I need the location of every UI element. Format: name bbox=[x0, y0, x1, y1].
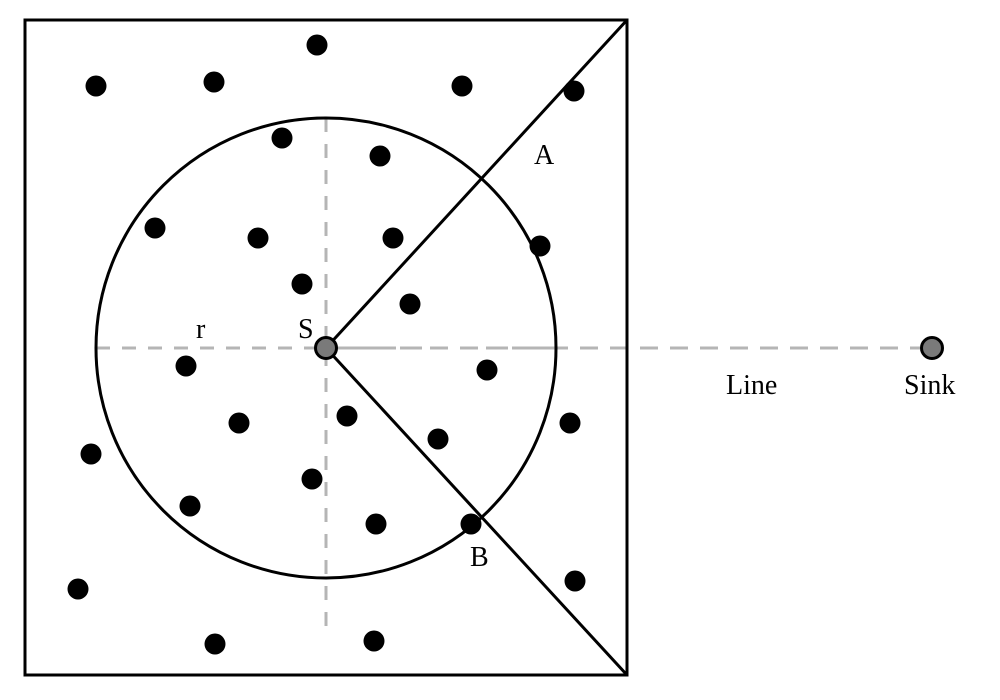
sensor-node bbox=[248, 228, 269, 249]
label-a: A bbox=[534, 140, 555, 171]
sensor-node bbox=[383, 228, 404, 249]
sensor-node bbox=[477, 360, 498, 381]
label-b: B bbox=[470, 542, 489, 573]
sink-node bbox=[922, 338, 943, 359]
sensor-node bbox=[530, 236, 551, 257]
sensor-node bbox=[364, 631, 385, 652]
sensor-node bbox=[302, 469, 323, 490]
label-s: S bbox=[298, 314, 314, 345]
sensor-node bbox=[68, 579, 89, 600]
sensor-node bbox=[461, 514, 482, 535]
sensor-node bbox=[560, 413, 581, 434]
sensor-node bbox=[366, 514, 387, 535]
source-node-s bbox=[316, 338, 337, 359]
sensor-node bbox=[204, 72, 225, 93]
sensor-node bbox=[400, 294, 421, 315]
label-sink: Sink bbox=[904, 370, 955, 401]
sensor-node bbox=[292, 274, 313, 295]
label-r: r bbox=[196, 314, 206, 345]
sensor-node bbox=[81, 444, 102, 465]
sensor-node bbox=[428, 429, 449, 450]
sensor-node bbox=[176, 356, 197, 377]
sensor-node bbox=[337, 406, 358, 427]
sensor-node bbox=[272, 128, 293, 149]
sensor-node bbox=[229, 413, 250, 434]
sensor-node bbox=[307, 35, 328, 56]
label-line: Line bbox=[726, 370, 777, 401]
sensor-node bbox=[205, 634, 226, 655]
sensor-node bbox=[370, 146, 391, 167]
sensor-node bbox=[180, 496, 201, 517]
sensor-node bbox=[452, 76, 473, 97]
sensor-node bbox=[86, 76, 107, 97]
canvas-background bbox=[0, 0, 1000, 700]
sensor-node bbox=[565, 571, 586, 592]
sensor-node bbox=[145, 218, 166, 239]
sensor-node bbox=[564, 81, 585, 102]
